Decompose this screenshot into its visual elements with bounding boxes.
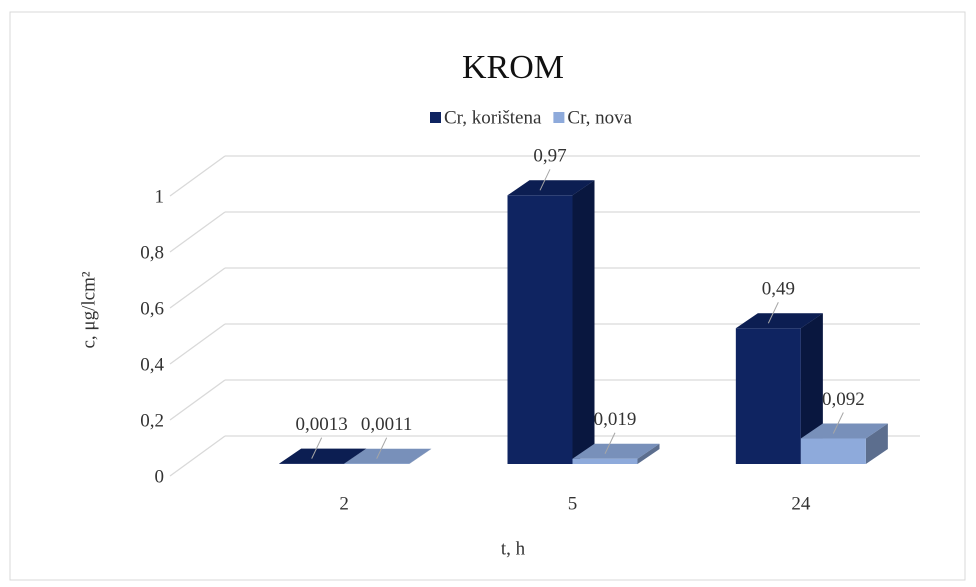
leader-line: [832, 412, 844, 434]
data-label: 0,019: [594, 409, 637, 430]
x-tick-label: 5: [568, 493, 578, 514]
bar-top: [800, 423, 888, 439]
grid-depth-line: [169, 323, 226, 365]
y-tick-label: 0: [155, 466, 165, 487]
leader-line: [376, 437, 388, 459]
data-label: 0,49: [762, 279, 795, 300]
data-label: 0,0011: [361, 414, 413, 435]
bar: [507, 195, 573, 464]
bar-side: [800, 313, 823, 464]
legend-swatch: [553, 112, 565, 123]
grid-depth-line: [169, 211, 226, 253]
data-label: 0,092: [822, 389, 865, 410]
bar-side-shade: [865, 423, 888, 464]
bar-side-shade: [409, 448, 432, 464]
data-label: 0,97: [533, 146, 566, 167]
x-tick-label: 2: [339, 493, 349, 514]
y-tick-label: 1: [155, 186, 165, 207]
bar-side: [409, 448, 432, 464]
bar-top: [279, 448, 367, 464]
leader-line: [767, 302, 779, 324]
bar-top: [344, 448, 432, 464]
leader-line: [604, 432, 616, 454]
bar-top-shade: [344, 448, 432, 464]
grid-depth-line: [169, 435, 226, 477]
y-tick-label: 0,4: [140, 354, 164, 375]
grid-depth-line: [169, 267, 226, 309]
legend: Cr, korištena Cr, nova: [430, 107, 633, 128]
x-axis-title: t, h: [501, 538, 526, 559]
legend-swatch: [430, 112, 441, 123]
chart-frame: [9, 11, 966, 581]
bar-top-shade: [572, 443, 660, 459]
legend-label: Cr, nova: [567, 107, 632, 128]
bar-top: [735, 313, 823, 329]
bar-top: [572, 443, 660, 459]
data-label: 0,0013: [296, 414, 348, 435]
bar-top: [507, 180, 595, 196]
bar-side: [572, 180, 595, 464]
bar-side-shade: [572, 180, 595, 464]
bar-side-shade: [800, 313, 823, 464]
leader-line: [539, 169, 551, 191]
grid-depth-line: [169, 379, 226, 421]
legend-label: Cr, korištena: [444, 107, 542, 128]
bar-top-shade: [507, 180, 595, 196]
x-tick-label: 24: [791, 493, 811, 514]
y-axis-title: c, μg/lcm²: [78, 271, 99, 348]
bar-side-shade: [637, 443, 660, 464]
bar: [800, 438, 866, 464]
bar-side: [637, 443, 660, 464]
bar-top-shade: [735, 313, 823, 329]
grid-depth-line: [169, 155, 226, 197]
bar-side: [865, 423, 888, 464]
chart-title: KROM: [462, 49, 564, 86]
bar-top-shade: [279, 448, 367, 464]
bar-top-shade: [800, 423, 888, 439]
y-tick-label: 0,6: [140, 298, 164, 319]
leader-line: [311, 437, 323, 459]
y-tick-label: 0,2: [140, 410, 164, 431]
bar: [735, 328, 801, 464]
y-tick-label: 0,8: [140, 242, 164, 263]
bar: [572, 458, 638, 464]
